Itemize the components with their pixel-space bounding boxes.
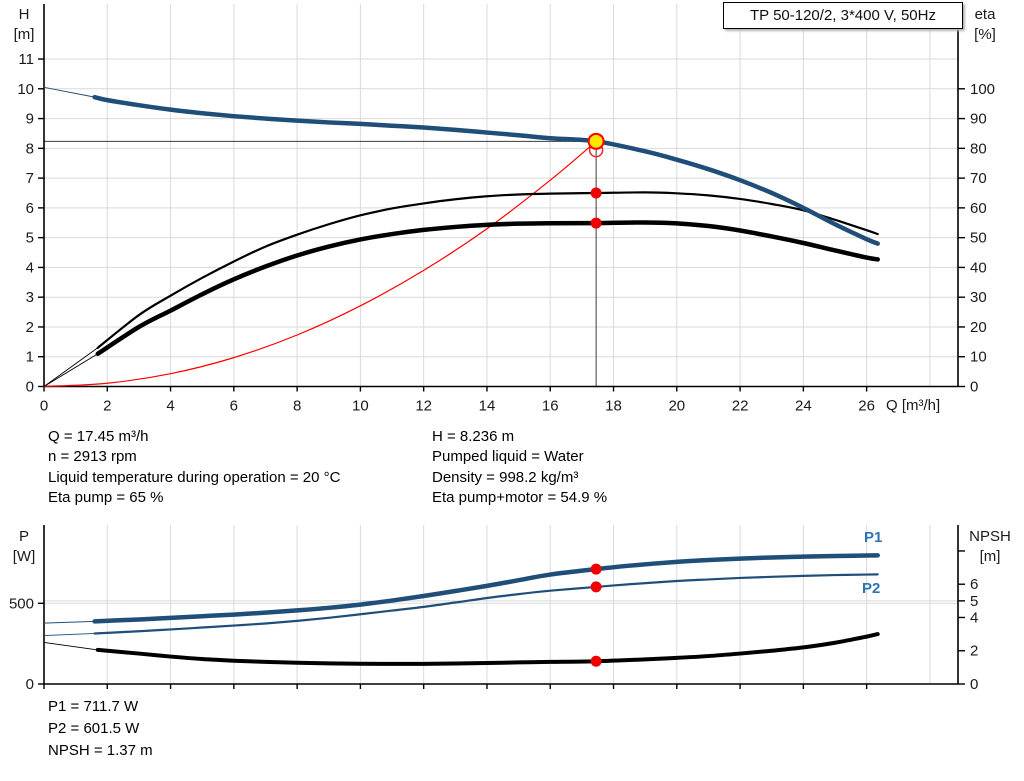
head-curve-lead: [43, 86, 95, 98]
h-axis-label-unit: [m]: [13, 26, 35, 43]
right-tick-label: 30: [970, 289, 987, 306]
left-tick-label: 5: [26, 230, 34, 247]
eta-axis-label: eta [%]: [962, 5, 1008, 45]
p-axis-label: P [W]: [0, 527, 48, 567]
left-tick-label: 4: [26, 259, 34, 276]
h-axis-label-symbol: H: [18, 6, 30, 23]
x-tick-label: 6: [230, 398, 238, 415]
right-tick-label: 6: [970, 576, 978, 593]
p2-point: [590, 581, 602, 593]
right-tick-label: 0: [970, 676, 978, 693]
q-axis-unit-label: Q [m³/h]: [886, 397, 941, 414]
eta-pump-lead: [43, 347, 99, 387]
x-tick-label: 16: [542, 398, 559, 415]
h-axis-label: H [m]: [4, 5, 44, 45]
right-tick-label: 0: [970, 379, 978, 396]
left-tick-label: 9: [26, 111, 34, 128]
result-npsh: NPSH = 1.37 m: [48, 742, 153, 759]
left-tick-label: 0: [26, 676, 34, 693]
x-tick-label: 24: [795, 398, 812, 415]
left-tick-label: 2: [26, 319, 34, 336]
x-tick-label: 0: [40, 398, 48, 415]
x-tick-label: 12: [415, 398, 432, 415]
eta-motor-point: [590, 217, 602, 229]
info-pumped-liquid: Pumped liquid = Water: [432, 448, 584, 466]
npsh-point: [590, 655, 602, 667]
left-tick-label: 6: [26, 200, 34, 217]
info-n: n = 2913 rpm: [48, 448, 137, 466]
x-tick-label: 2: [103, 398, 111, 415]
left-tick-label: 1: [26, 349, 34, 366]
eta-pump-motor-lead: [43, 353, 99, 387]
x-tick-label: 4: [166, 398, 174, 415]
left-tick-label: 500: [9, 595, 34, 612]
info-density: Density = 998.2 kg/m³: [432, 468, 579, 486]
right-tick-label: 5: [970, 593, 978, 610]
info-liquid-temp: Liquid temperature during operation = 20…: [48, 468, 341, 486]
info-eta-pump: Eta pump = 65 %: [48, 489, 164, 507]
result-p1: P1 = 711.7 W: [48, 698, 139, 715]
npsh-curve-lead: [43, 641, 98, 651]
info-h: H = 8.236 m: [432, 428, 515, 445]
right-tick-label: 2: [970, 643, 978, 660]
x-tick-label: 22: [732, 398, 749, 415]
p1-point: [590, 563, 602, 575]
p2-series-label: P2: [862, 580, 881, 597]
head-curve: [92, 94, 880, 246]
right-tick-label: 20: [970, 319, 987, 336]
left-tick-label: 11: [18, 51, 34, 68]
pump-title-box: TP 50-120/2, 3*400 V, 50Hz: [723, 2, 963, 29]
right-tick-label: 100: [970, 81, 995, 98]
right-tick-label: 90: [970, 111, 987, 128]
p-axis-label-unit: [W]: [12, 548, 36, 565]
operating-info-right: H = 8.236 m Pumped liquid = Water Densit…: [432, 428, 607, 510]
eta-pump-point: [590, 187, 602, 199]
right-tick-label: 10: [970, 349, 987, 366]
left-tick-label: 7: [26, 170, 34, 187]
eta-axis-label-unit: [%]: [974, 26, 996, 43]
operating-info-left: Q = 17.45 m³/h n = 2913 rpm Liquid tempe…: [48, 428, 340, 510]
x-tick-label: 18: [605, 398, 622, 415]
npsh-axis-label: NPSH [m]: [960, 527, 1020, 567]
right-tick-label: 60: [970, 200, 987, 217]
result-p2: P2 = 601.5 W: [48, 720, 140, 737]
result-block: P1 = 711.7 W P2 = 601.5 W NPSH = 1.37 m: [48, 698, 153, 764]
p1-series-label: P1: [864, 529, 883, 546]
left-tick-label: 0: [26, 379, 34, 396]
left-tick-label: 3: [26, 289, 34, 306]
p1-curve-lead: [43, 620, 95, 624]
left-tick-label: 10: [17, 81, 34, 98]
left-tick-label: 8: [26, 140, 34, 157]
eta-axis-label-symbol: eta: [974, 6, 996, 23]
npsh-axis-label-unit: [m]: [979, 548, 1001, 565]
info-q: Q = 17.45 m³/h: [48, 428, 149, 445]
right-tick-label: 70: [970, 170, 987, 187]
x-tick-label: 10: [352, 398, 369, 415]
duty-point: [587, 132, 605, 150]
x-tick-label: 26: [858, 398, 875, 415]
x-tick-label: 8: [293, 398, 301, 415]
x-tick-label: 20: [668, 398, 685, 415]
x-tick-label: 14: [479, 398, 496, 415]
npsh-curve: [95, 632, 880, 666]
right-tick-label: 80: [970, 140, 987, 157]
info-eta-pump-motor: Eta pump+motor = 54.9 %: [432, 489, 608, 507]
eta-pump: [96, 191, 879, 349]
right-tick-label: 4: [970, 609, 978, 626]
right-tick-label: 50: [970, 230, 987, 247]
p2-curve-lead: [43, 633, 95, 637]
eta-pump-motor: [95, 220, 880, 357]
p1-curve: [92, 553, 880, 624]
system-curve: [43, 140, 597, 388]
right-tick-label: 40: [970, 259, 987, 276]
p-axis-label-symbol: P: [18, 528, 29, 545]
p2-curve: [93, 573, 879, 635]
npsh-axis-label-symbol: NPSH: [969, 528, 1011, 545]
